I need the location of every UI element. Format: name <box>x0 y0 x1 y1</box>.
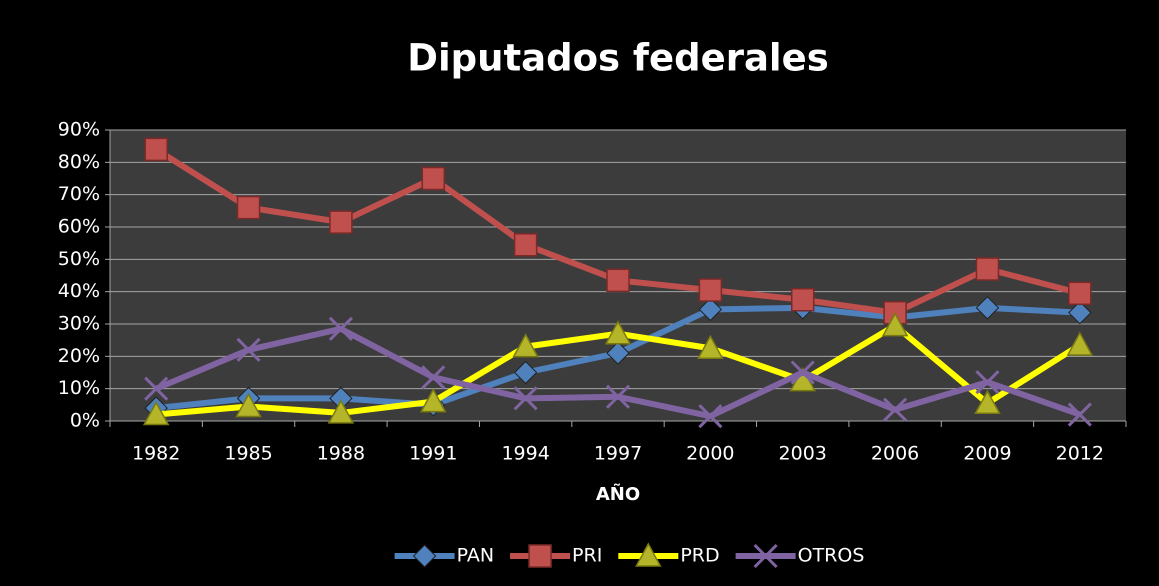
x-tick-label: 1985 <box>224 443 272 465</box>
marker <box>421 365 446 390</box>
marker <box>1068 281 1092 306</box>
marker <box>975 296 1000 320</box>
marker <box>513 360 538 385</box>
x-tick-label: 2009 <box>963 443 1011 465</box>
marker <box>1068 300 1092 325</box>
y-tick-label: 90% <box>58 119 100 141</box>
marker <box>144 137 168 162</box>
marker <box>604 320 632 345</box>
marker <box>328 316 353 341</box>
marker <box>881 312 909 337</box>
marker <box>883 397 908 422</box>
marker <box>698 404 723 429</box>
marker <box>420 388 447 413</box>
marker <box>235 392 262 418</box>
y-tick-label: 70% <box>58 183 100 205</box>
marker <box>790 288 815 312</box>
y-tick-label: 10% <box>58 377 100 399</box>
marker <box>753 543 778 569</box>
marker <box>142 400 170 426</box>
marker <box>605 384 631 409</box>
x-tick-label: 2012 <box>1056 443 1104 465</box>
marker <box>606 268 630 293</box>
legend-label: OTROS <box>798 545 865 567</box>
x-tick-label: 1991 <box>409 443 457 465</box>
y-tick-label: 40% <box>58 280 100 302</box>
marker <box>698 278 723 302</box>
y-tick-label: 20% <box>58 345 100 367</box>
marker <box>635 542 662 567</box>
marker <box>236 195 261 220</box>
x-tick-label: 2000 <box>686 443 734 465</box>
x-tick-label: 2003 <box>779 443 827 465</box>
marker <box>974 389 1001 414</box>
marker <box>236 337 261 362</box>
marker <box>975 370 1000 395</box>
marker <box>513 233 538 257</box>
marker <box>329 210 353 234</box>
marker <box>412 544 437 568</box>
x-tick-label: 2006 <box>871 443 919 465</box>
marker <box>790 360 815 385</box>
marker <box>1067 402 1092 427</box>
marker <box>975 257 1000 281</box>
legend-label: PRI <box>572 545 602 567</box>
marker <box>421 166 446 191</box>
marker <box>512 333 539 358</box>
marker <box>513 386 538 411</box>
x-tick-label: 1997 <box>594 443 642 465</box>
y-tick-label: 80% <box>58 151 100 173</box>
x-tick-label: 1988 <box>317 443 365 465</box>
legend-label: PAN <box>457 545 494 567</box>
marker <box>144 376 169 401</box>
y-tick-label: 50% <box>58 248 100 270</box>
marker <box>697 334 724 359</box>
chart-title: Diputados federales <box>407 37 828 80</box>
marker <box>528 544 552 568</box>
marker <box>1066 331 1094 356</box>
marker <box>327 399 355 424</box>
x-tick-label: 1982 <box>132 443 180 465</box>
y-tick-label: 0% <box>70 410 100 432</box>
x-tick-label: 1994 <box>501 443 549 465</box>
x-axis-label: AÑO <box>596 482 640 505</box>
marker <box>698 297 723 322</box>
legend-label: PRD <box>680 545 719 567</box>
marker <box>606 341 630 365</box>
legend: PAN PRI PRD OTROS <box>394 542 865 569</box>
y-tick-label: 60% <box>58 216 100 238</box>
y-tick-label: 30% <box>58 313 100 335</box>
